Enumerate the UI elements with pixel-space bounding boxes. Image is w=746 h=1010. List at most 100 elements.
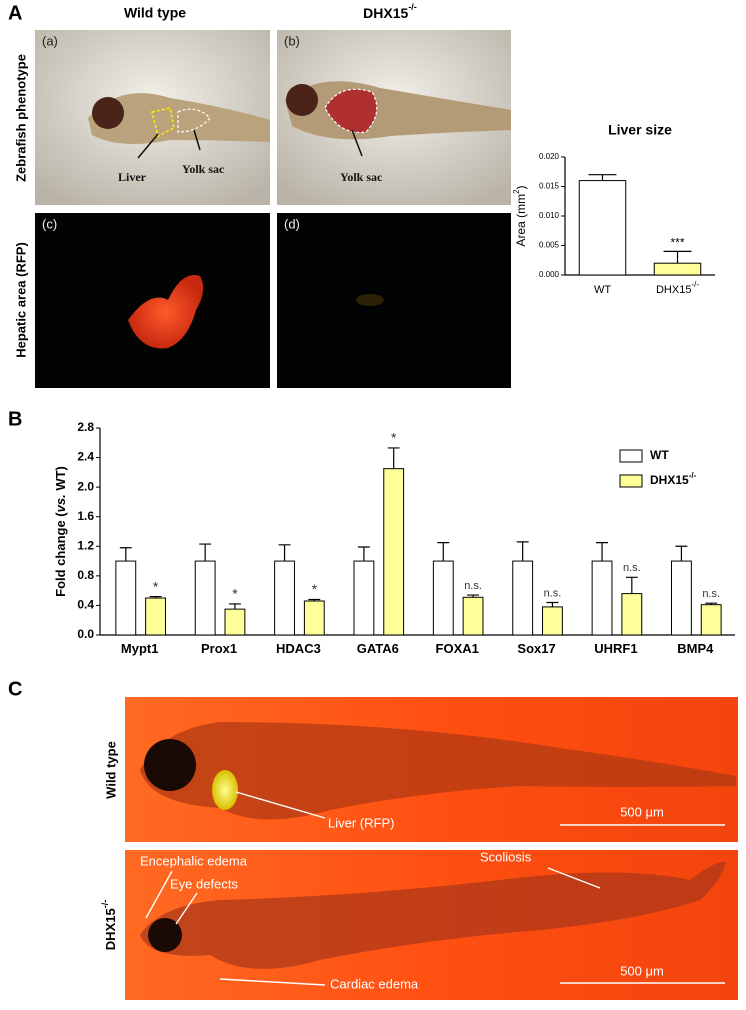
image-label: (a)	[42, 33, 58, 48]
significance-label: n.s.	[702, 588, 720, 600]
x-tick-label: DHX15-/-	[656, 280, 699, 296]
error-bar	[437, 541, 450, 562]
legend-label-part: WT	[650, 448, 669, 462]
photo	[35, 30, 270, 205]
significance-label: *	[232, 586, 238, 602]
panel-label: C	[8, 678, 22, 700]
column-title: Wild type	[124, 5, 186, 21]
bar	[303, 600, 325, 636]
bar	[462, 596, 484, 636]
annotation: Liver	[118, 170, 147, 184]
x-tick-label-part: UHRF1	[594, 641, 637, 656]
error-bar	[588, 174, 617, 181]
y-axis-label: Fold change (vs. WT)	[53, 466, 68, 597]
row-title-sup: -/-	[100, 900, 110, 909]
x-tick-label: Sox17	[517, 641, 555, 656]
error-bar	[596, 541, 608, 562]
bar	[145, 597, 166, 636]
x-tick-label: FOXA1	[436, 641, 479, 656]
annotation: Encephalic edema	[140, 853, 248, 868]
x-tick-label: WT	[594, 284, 611, 296]
scale-bar-label: 500 μm	[620, 963, 664, 978]
annotation: Yolk sac	[182, 162, 225, 176]
significance-label: *	[312, 581, 318, 597]
legend-label-part: DHX15	[650, 473, 689, 487]
y-tick-label: 0.0	[77, 627, 94, 641]
photo	[125, 850, 738, 1000]
row-title-main: DHX15	[103, 908, 118, 950]
panel-label: B	[8, 408, 22, 430]
y-tick-label: 0.020	[539, 152, 560, 161]
significance-label: *	[391, 430, 397, 446]
significance-label: n.s.	[544, 587, 562, 599]
image-label: (c)	[42, 216, 57, 231]
error-bar	[228, 603, 241, 610]
x-tick-label-part: DHX15	[656, 284, 691, 296]
error-bar	[278, 544, 291, 562]
error-bar	[625, 576, 638, 594]
legend-swatch	[619, 474, 643, 488]
error-bar	[357, 546, 370, 562]
legend-label-part: -/-	[689, 471, 697, 480]
scale-bar-label: 500 μm	[620, 804, 664, 819]
chart-title: Liver size	[608, 122, 672, 138]
y-tick-label: 1.6	[77, 509, 94, 523]
x-tick-label-part: Prox1	[201, 641, 237, 656]
bar	[700, 604, 722, 636]
bar	[512, 560, 534, 636]
row-title: Hepatic area (RFP)	[13, 242, 28, 358]
row-title: Zebrafish phenotype	[13, 54, 28, 182]
significance-label: ***	[670, 236, 684, 250]
bar	[542, 606, 563, 636]
row-title: DHX15-/-	[100, 900, 118, 950]
error-bar	[546, 601, 559, 607]
photo	[277, 213, 511, 388]
bar	[671, 560, 692, 636]
y-axis-label-part: WT)	[53, 466, 68, 494]
x-tick-label: UHRF1	[594, 641, 637, 656]
x-tick-label-part: BMP4	[677, 641, 714, 656]
x-tick-label-part: Sox17	[517, 641, 555, 656]
panel-label: A	[8, 2, 22, 24]
error-bar	[705, 602, 718, 605]
annotation: Cardiac edema	[330, 976, 419, 991]
annotation: Scoliosis	[480, 849, 532, 864]
bar	[653, 262, 702, 276]
error-bar	[675, 545, 688, 562]
legend-swatch	[619, 449, 643, 463]
column-title-main: DHX15	[363, 5, 408, 21]
x-tick-label: HDAC3	[276, 641, 321, 656]
bar	[621, 593, 643, 636]
column-title: DHX15-/-	[363, 2, 417, 20]
image-label: (d)	[284, 216, 300, 231]
significance-label: n.s.	[464, 580, 482, 592]
photo	[35, 213, 270, 388]
x-tick-label: Mypt1	[121, 641, 159, 656]
row-title: Wild type	[103, 741, 118, 799]
bar	[353, 560, 375, 636]
error-bar	[199, 543, 212, 562]
photo	[277, 30, 511, 205]
annotation: Yolk sac	[340, 170, 383, 184]
x-tick-label-part: -/-	[691, 280, 699, 289]
error-bar	[467, 594, 480, 598]
x-tick-label-part: Mypt1	[121, 641, 159, 656]
x-tick-label: Prox1	[201, 641, 237, 656]
y-axis-label-part: vs.	[53, 494, 68, 512]
bar	[274, 560, 295, 636]
x-tick-label-part: GATA6	[357, 641, 399, 656]
y-tick-label: 2.0	[77, 479, 94, 493]
column-title-sup: -/-	[408, 2, 417, 12]
x-tick-label: GATA6	[357, 641, 399, 656]
y-axis-label-part: Fold change (	[53, 512, 68, 597]
y-axis-label-part: 2	[512, 189, 521, 194]
x-tick-label-part: HDAC3	[276, 641, 321, 656]
y-axis-label-part: )	[514, 185, 528, 189]
error-bar	[516, 541, 529, 562]
bar	[578, 180, 627, 276]
annotation: Liver (RFP)	[328, 815, 394, 830]
bar	[194, 560, 216, 636]
y-tick-label: 0.8	[77, 568, 94, 582]
y-tick-label: 0.000	[539, 270, 560, 279]
x-tick-label: BMP4	[677, 641, 714, 656]
